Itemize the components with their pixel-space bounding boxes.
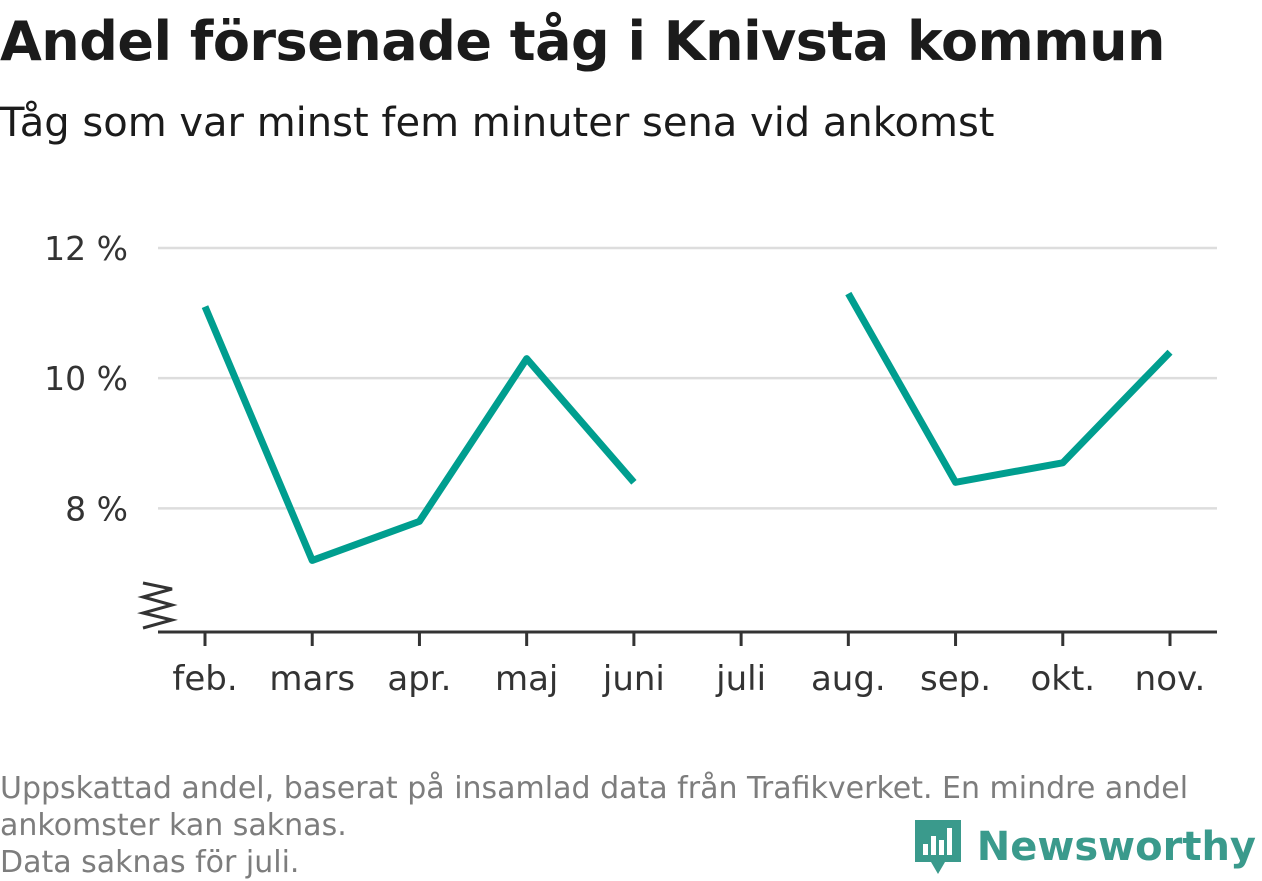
gridlines — [158, 246, 1217, 510]
x-tick-label: maj — [495, 659, 558, 699]
x-tick-label: mars — [269, 659, 355, 699]
line-chart: 8 % 10 % 12 % feb. mars apr. maj juni juli aug. s… — [44, 229, 1217, 699]
y-tick-label: 12 % — [44, 229, 128, 268]
x-tick-label: nov. — [1135, 659, 1206, 699]
chart-title: Andel försenade tåg i Knivsta kommun — [0, 10, 1165, 73]
x-tick-label: feb. — [172, 659, 237, 699]
y-tick-label: 8 % — [65, 489, 128, 528]
brand-name: Newsworthy — [976, 824, 1256, 870]
footer-line: ankomster kan saknas. — [0, 808, 347, 843]
footer-note: Uppskattad andel, baserat på insamlad da… — [0, 770, 1250, 881]
axis-break-icon — [137, 581, 178, 630]
footer-line: Data saknas för juli. — [0, 845, 300, 880]
brand[interactable]: Newsworthy — [913, 818, 1256, 876]
series-line — [201, 305, 637, 564]
footer-line: Uppskattad andel, baserat på insamlad da… — [0, 771, 1189, 806]
chart-subtitle: Tåg som var minst fem minuter sena vid a… — [0, 100, 995, 146]
y-tick-label: 10 % — [44, 359, 128, 398]
y-axis-ticks: 8 % 10 % 12 % — [44, 229, 128, 528]
x-axis: feb. mars apr. maj juni juli aug. sep. okt. nov. — [137, 581, 1217, 699]
x-tick-label: juli — [715, 659, 766, 699]
x-tick-label: okt. — [1030, 659, 1095, 699]
x-tick-label: sep. — [920, 659, 991, 699]
x-tick-label: apr. — [387, 659, 451, 699]
newsworthy-logo-icon — [914, 820, 961, 874]
x-tick-label: aug. — [811, 659, 886, 699]
series-line — [845, 291, 1173, 486]
x-tick-label: juni — [602, 659, 665, 699]
series-lines — [201, 291, 1173, 564]
